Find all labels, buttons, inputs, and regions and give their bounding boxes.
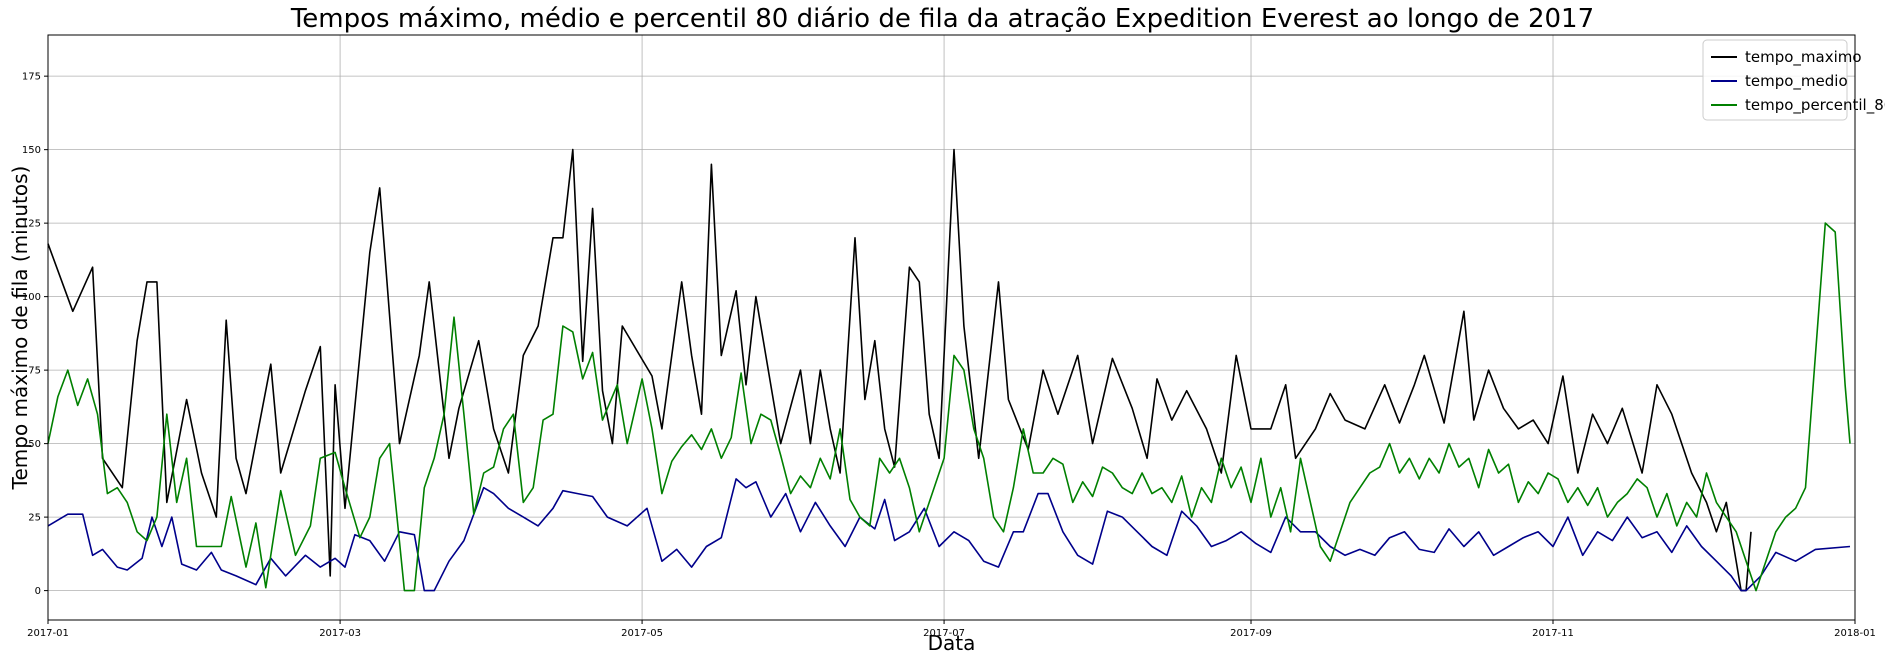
series-line-tempo-maximo bbox=[47, 148, 1752, 592]
x-tick-label: 2017-09 bbox=[1230, 628, 1272, 639]
x-tick-label: 2017-11 bbox=[1532, 628, 1574, 639]
x-tick-label: 2017-03 bbox=[319, 628, 361, 639]
y-axis-title: Tempo máximo de fila (minutos) bbox=[8, 166, 32, 491]
y-tick-label: 175 bbox=[22, 72, 41, 83]
legend-label: tempo_maximo bbox=[1745, 48, 1862, 67]
plot-frame bbox=[47, 34, 1856, 621]
legend-label: tempo_medio bbox=[1745, 72, 1848, 91]
tick-layer: 2017-01 2017-03 2017-05 2017-07 2017-09 2017-… bbox=[22, 72, 1876, 639]
legend-box bbox=[1702, 39, 1848, 121]
y-tick-label: 25 bbox=[28, 513, 41, 524]
legend: tempo_maximo tempo_medio tempo_percentil_8… bbox=[1702, 39, 1885, 121]
series-line-tempo-percentil-80 bbox=[47, 222, 1851, 592]
grid bbox=[47, 35, 1856, 620]
y-tick-label: 75 bbox=[28, 366, 41, 377]
y-tick-label: 0 bbox=[35, 586, 41, 597]
series-layer bbox=[47, 148, 1851, 592]
x-axis-title: Data bbox=[928, 631, 976, 655]
x-tick-label: 2018-01 bbox=[1834, 628, 1876, 639]
x-tick-label: 2017-05 bbox=[621, 628, 663, 639]
y-tick-label: 125 bbox=[22, 219, 41, 230]
y-tick-label: 150 bbox=[22, 145, 41, 156]
x-tick-label: 2017-01 bbox=[27, 628, 69, 639]
series-line-tempo-medio bbox=[47, 478, 1851, 592]
legend-label: tempo_percentil_80 bbox=[1745, 96, 1885, 115]
x-tick-label: 2017-07 bbox=[923, 628, 965, 639]
chart-title: Tempos máximo, médio e percentil 80 diár… bbox=[290, 4, 1595, 34]
y-tick-label: 100 bbox=[22, 292, 41, 303]
y-tick-label: 50 bbox=[28, 439, 41, 450]
